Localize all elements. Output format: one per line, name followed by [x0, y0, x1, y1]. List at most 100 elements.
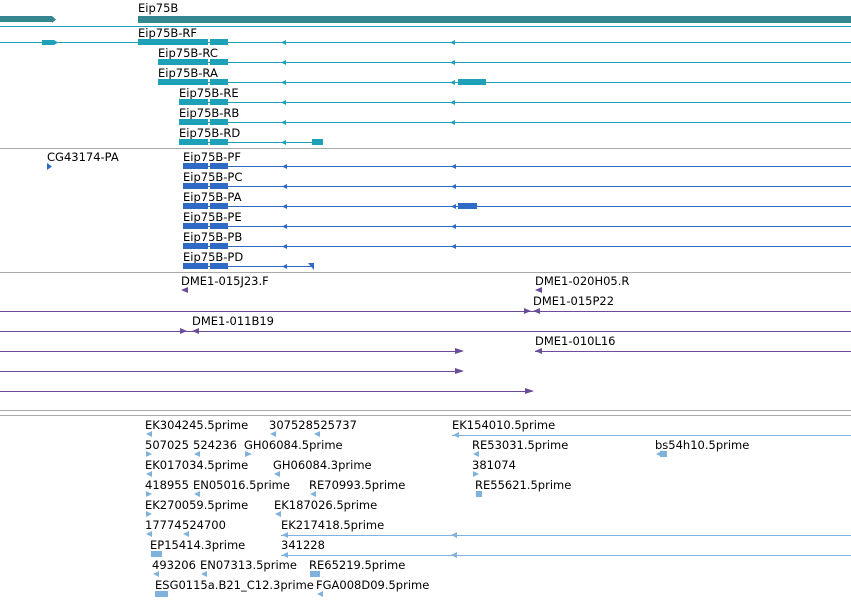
transcript-rf-intron	[0, 42, 851, 43]
protein-cg43174-glyph	[47, 163, 52, 170]
protein-label: Eip75B-PC	[183, 170, 243, 184]
clone-end-arrow	[524, 308, 531, 314]
protein-pc-line	[183, 186, 851, 187]
est-label: EK187026.5prime	[274, 498, 378, 512]
protein-pd-segment[interactable]	[210, 263, 228, 269]
protein-pe-segment[interactable]	[183, 223, 208, 229]
protein-strand-arrow	[282, 244, 287, 249]
protein-pf-segment[interactable]	[210, 163, 228, 169]
clone-label: DME1-015P22	[533, 294, 615, 308]
clone-015p22-glyph	[533, 308, 540, 314]
protein-pa-line	[183, 206, 851, 207]
est-glyph	[451, 532, 457, 538]
protein-label: Eip75B-PD	[183, 250, 244, 264]
est-line[interactable]	[281, 535, 851, 536]
protein-label: Eip75B-PB	[183, 230, 243, 244]
transcript-rf-exon[interactable]	[42, 40, 54, 45]
clone-line[interactable]	[0, 391, 532, 392]
protein-strand-arrow	[282, 224, 287, 229]
transcript-strand-arrow	[281, 60, 286, 65]
clone-010l16-glyph	[535, 348, 542, 354]
transcript-rc-exon[interactable]	[158, 59, 208, 65]
est-glyph	[183, 531, 189, 537]
protein-strand-arrow	[282, 204, 287, 209]
est-glyph	[146, 531, 152, 537]
transcript-rd-exon[interactable]	[210, 139, 228, 145]
clone-line[interactable]	[0, 331, 851, 332]
est-label: RE55621.5prime	[475, 478, 572, 492]
protein-pc-segment[interactable]	[210, 183, 228, 189]
est-glyph	[201, 571, 207, 577]
transcript-rf-exon[interactable]	[138, 39, 208, 45]
clone-line[interactable]	[0, 311, 851, 312]
transcript-rd-exon[interactable]	[312, 139, 323, 145]
protein-pc-segment[interactable]	[183, 183, 208, 189]
clone-end-arrow	[525, 388, 534, 394]
protein-strand-arrow	[451, 204, 456, 209]
protein-pa-segment[interactable]	[183, 203, 208, 209]
protein-pd-segment[interactable]	[183, 263, 208, 269]
protein-pb-segment[interactable]	[183, 243, 208, 249]
protein-pe-line	[183, 226, 851, 227]
transcript-ra-exon[interactable]	[158, 79, 208, 85]
protein-pa-segment[interactable]	[458, 203, 477, 209]
est-glyph	[451, 552, 457, 558]
transcript-re-exon[interactable]	[210, 99, 228, 105]
est-label: FGA008D09.5prime	[316, 578, 430, 592]
transcript-label: Eip75B-RA	[158, 66, 218, 80]
est-glyph	[473, 471, 479, 477]
transcript-rc-exon[interactable]	[210, 59, 228, 65]
transcript-rd-exon[interactable]	[179, 139, 208, 145]
est-glyph	[473, 451, 479, 457]
protein-strand-arrow	[451, 164, 456, 169]
clone-line[interactable]	[0, 351, 462, 352]
est-line[interactable]	[452, 435, 851, 436]
gene-label: Eip75B	[138, 1, 179, 15]
protein-strand-arrow	[451, 184, 456, 189]
protein-pa-segment[interactable]	[210, 203, 228, 209]
clone-015j23-glyph	[181, 287, 188, 293]
est-label: 341228	[281, 538, 325, 552]
est-glyph	[282, 552, 288, 558]
track-separator	[0, 415, 851, 416]
transcript-rb-exon[interactable]	[179, 119, 208, 125]
est-label: 307528	[269, 418, 313, 432]
protein-pf-line	[183, 166, 851, 167]
transcript-re-exon[interactable]	[179, 99, 208, 105]
clone-020h05-glyph	[535, 287, 542, 293]
transcript-rb-exon[interactable]	[210, 119, 228, 125]
transcript-strand-arrow	[281, 40, 286, 45]
protein-pb-segment[interactable]	[210, 243, 228, 249]
protein-label: CG43174-PA	[47, 150, 119, 164]
transcript-ra-intron	[158, 82, 851, 83]
transcript-label: Eip75B-RD	[179, 126, 241, 140]
transcript-ra-exon[interactable]	[458, 79, 486, 85]
est-label: RE65219.5prime	[309, 558, 406, 572]
transcript-label: Eip75B-RF	[138, 26, 198, 40]
est-glyph	[317, 591, 323, 597]
protein-pe-segment[interactable]	[210, 223, 228, 229]
est-line[interactable]	[281, 555, 851, 556]
est-glyph	[660, 451, 667, 457]
est-label: EK154010.5prime	[452, 418, 556, 432]
est-label: 507025	[145, 438, 189, 452]
protein-strand-arrow	[451, 224, 456, 229]
est-glyph	[146, 451, 152, 457]
clone-line[interactable]	[535, 351, 851, 352]
est-label: 418955	[145, 478, 189, 492]
transcript-strand-arrow	[450, 120, 455, 125]
est-label: EK270059.5prime	[145, 498, 249, 512]
clone-end-arrow	[455, 348, 464, 354]
protein-pf-segment[interactable]	[183, 163, 208, 169]
est-label: ESG0115a.B21_C12.3prime	[155, 578, 314, 592]
est-glyph	[194, 451, 200, 457]
est-label: EK304245.5prime	[145, 418, 249, 432]
clone-line[interactable]	[0, 371, 462, 372]
est-glyph	[274, 471, 280, 477]
gene-bar-main[interactable]	[138, 16, 851, 23]
transcript-rf-exon[interactable]	[210, 39, 228, 45]
gene-bar-left[interactable]	[0, 16, 52, 22]
est-glyph	[151, 551, 162, 557]
transcript-ra-exon[interactable]	[210, 79, 228, 85]
